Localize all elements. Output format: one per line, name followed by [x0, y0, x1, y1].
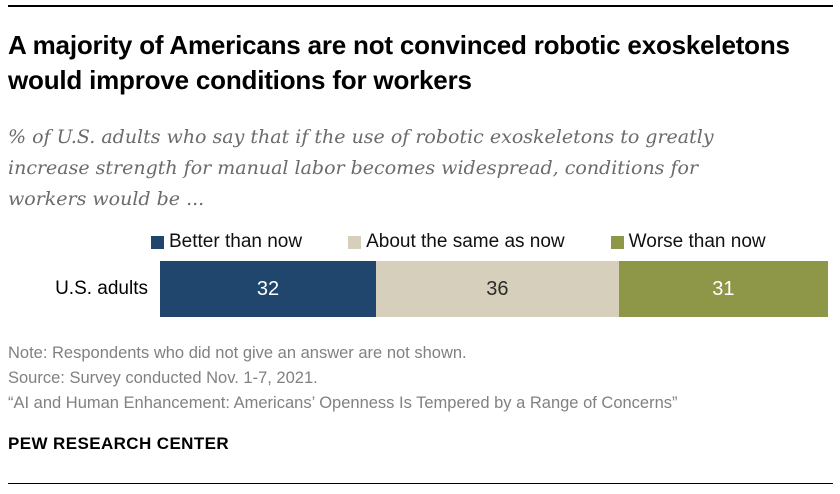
citation-line: “AI and Human Enhancement: Americans’ Op…: [8, 394, 678, 412]
bottom-rule: [8, 483, 833, 484]
bar-segment-better: 32: [160, 261, 376, 317]
legend-label-better: Better than now: [169, 231, 303, 252]
legend-swatch-same: [348, 235, 362, 249]
legend-label-same: About the same as now: [366, 231, 565, 252]
note-line: Note: Respondents who did not give an an…: [8, 344, 467, 362]
chart-title: A majority of Americans are not convince…: [8, 30, 790, 95]
legend: Better than now About the same as now Wo…: [151, 231, 830, 253]
stacked-bar: 32 36 31: [160, 261, 828, 317]
legend-item-better: Better than now: [151, 231, 302, 253]
top-rule: [8, 5, 833, 7]
source-line: Source: Survey conducted Nov. 1-7, 2021.: [8, 369, 318, 387]
category-label: U.S. adults: [55, 278, 148, 299]
pew-research-center-wordmark: PEW RESEARCH CENTER: [8, 434, 230, 453]
bar-segment-same: 36: [375, 261, 619, 317]
legend-item-worse: Worse than now: [610, 231, 766, 253]
legend-label-worse: Worse than now: [628, 231, 766, 252]
bar-row: U.S. adults 32 36 31: [0, 261, 828, 317]
chart-subtitle: % of U.S. adults who say that if the use…: [8, 126, 714, 210]
legend-swatch-worse: [610, 235, 624, 249]
legend-item-same: About the same as now: [348, 231, 565, 253]
legend-swatch-better: [151, 235, 164, 249]
bar-segment-worse: 31: [618, 261, 828, 317]
footnotes: Note: Respondents who did not give an an…: [8, 341, 828, 416]
